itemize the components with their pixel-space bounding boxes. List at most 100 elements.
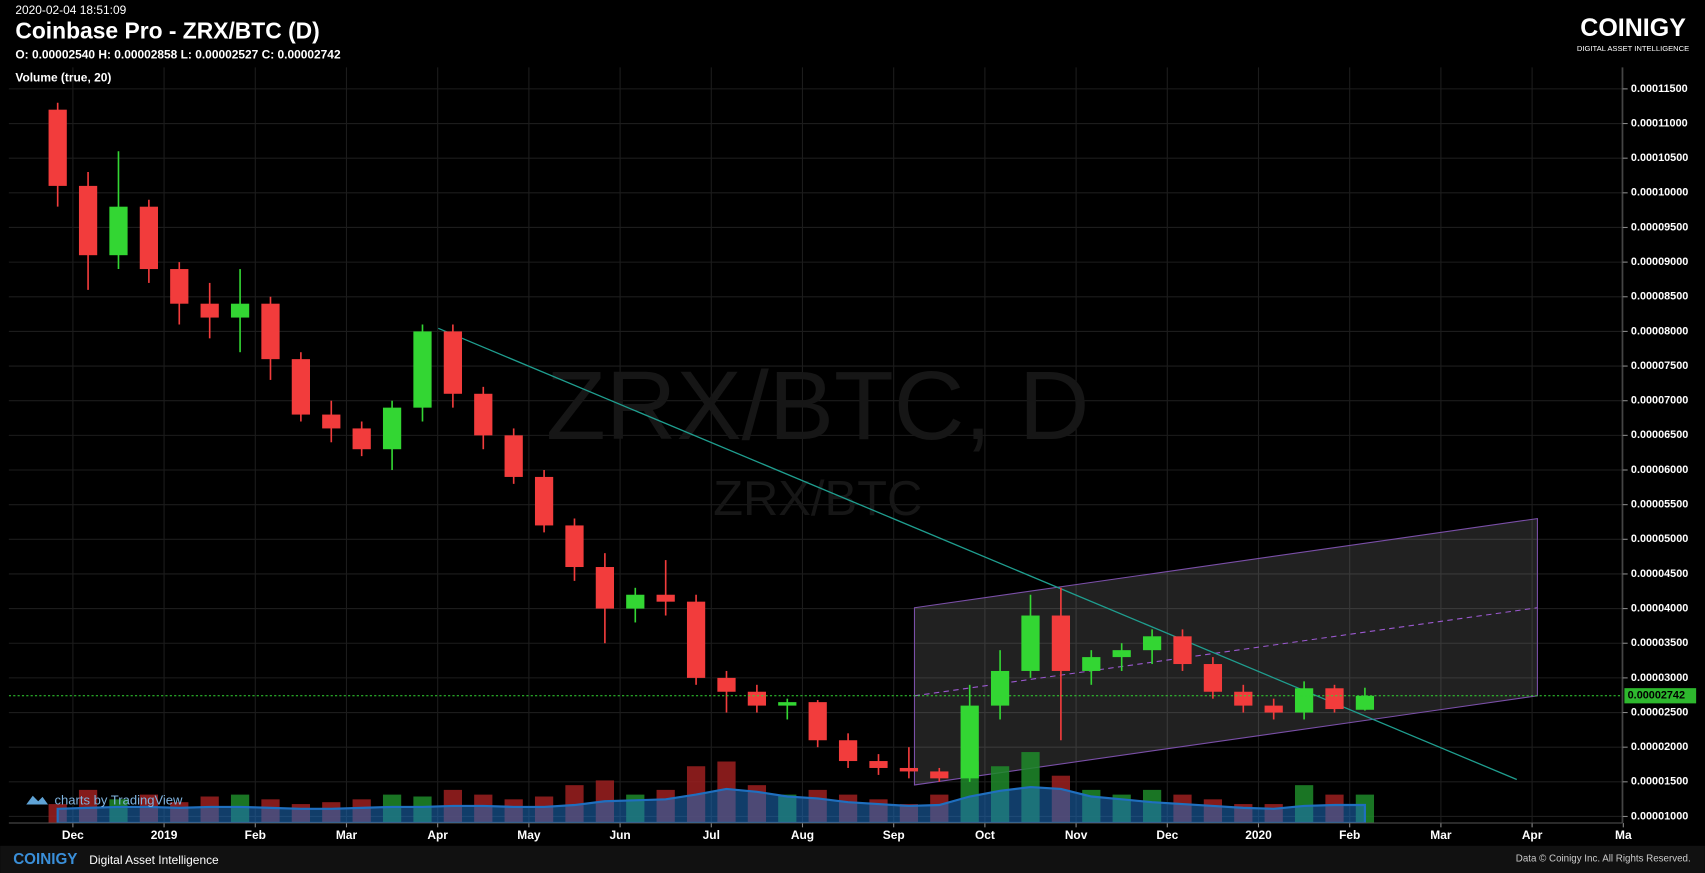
candle-body xyxy=(808,702,827,741)
footer-tagline: Digital Asset Intelligence xyxy=(89,853,219,867)
candle-body xyxy=(869,761,888,768)
x-tick-label: Feb xyxy=(245,828,266,842)
footer-band xyxy=(0,845,1705,873)
credit[interactable]: charts by TradingView xyxy=(55,793,184,808)
x-tick-label: Oct xyxy=(975,828,995,842)
candle-body xyxy=(534,476,554,526)
candle-body xyxy=(1021,615,1040,671)
copyright: Data © Coinigy Inc. All Rights Reserved. xyxy=(1516,853,1691,864)
candle-body xyxy=(595,567,615,609)
candle-body xyxy=(1082,657,1101,671)
candle-body xyxy=(504,435,523,477)
candle-body xyxy=(656,594,675,602)
candle-body xyxy=(352,428,371,450)
y-tick-label: 0.00010000 xyxy=(1631,187,1688,199)
logo: COINIGY xyxy=(1580,14,1686,42)
candle-body xyxy=(990,670,1010,706)
tradingview-icon xyxy=(26,795,48,805)
footer-logo: COINIGY xyxy=(13,851,77,868)
y-tick-label: 0.00006500 xyxy=(1631,429,1688,441)
x-tick-label: Mar xyxy=(1430,828,1452,842)
candle-body xyxy=(1234,691,1253,706)
y-tick-label: 0.00003000 xyxy=(1631,672,1688,684)
watermark-sub: ZRX/BTC xyxy=(713,472,922,526)
candle-body xyxy=(838,740,858,762)
y-tick-label: 0.00009500 xyxy=(1631,221,1688,233)
candle-body xyxy=(413,331,432,408)
x-tick-label: Nov xyxy=(1065,828,1088,842)
candle-body xyxy=(261,303,280,360)
x-tick-label: Dec xyxy=(62,828,84,842)
candle-body xyxy=(1355,695,1375,710)
channel-midline xyxy=(914,607,1538,697)
candle-body xyxy=(899,767,919,772)
candle-body xyxy=(230,303,250,318)
y-tick-label: 0.00007500 xyxy=(1631,360,1688,372)
y-tick-label: 0.00010500 xyxy=(1631,152,1688,164)
candle-body xyxy=(1051,615,1071,671)
candle-body xyxy=(747,691,767,706)
last-price-label: 0.00002742 xyxy=(1628,690,1685,702)
candle-body xyxy=(382,407,402,450)
axes: 0.00001000 0.00001500 0.00002000 0.00002500… xyxy=(62,83,1697,842)
candles xyxy=(8,102,1623,782)
y-tick-label: 0.00008500 xyxy=(1631,291,1688,303)
watermark: ZRX/BTC, D xyxy=(546,350,1090,460)
y-tick-label: 0.00007000 xyxy=(1631,395,1688,407)
y-tick-label: 0.00003500 xyxy=(1631,637,1688,649)
candle-body xyxy=(1264,705,1283,713)
x-tick-label: Jul xyxy=(703,828,720,842)
x-tick-label: Jun xyxy=(609,828,630,842)
candle-body xyxy=(474,393,493,436)
y-tick-label: 0.00009000 xyxy=(1631,256,1688,268)
candle-body xyxy=(1112,650,1131,658)
y-tick-label: 0.00002500 xyxy=(1631,706,1688,718)
y-tick-label: 0.00005500 xyxy=(1631,499,1688,511)
y-tick-label: 0.00005000 xyxy=(1631,533,1688,545)
grid xyxy=(8,67,1624,823)
y-tick-label: 0.00004000 xyxy=(1631,602,1688,614)
candle-body xyxy=(1294,688,1314,713)
candle-body xyxy=(1173,636,1192,665)
title: Coinbase Pro - ZRX/BTC (D) xyxy=(15,18,319,44)
y-tick-label: 0.00011500 xyxy=(1631,83,1688,95)
x-tick-label: 2019 xyxy=(151,828,178,842)
candle-body xyxy=(686,601,706,678)
last-price-box xyxy=(1624,688,1697,704)
candle-body xyxy=(48,109,67,186)
x-tick-label: 2020 xyxy=(1245,828,1272,842)
candle-body xyxy=(930,771,949,779)
x-tick-label: Mar xyxy=(336,828,358,842)
y-tick-label: 0.00001000 xyxy=(1631,810,1688,822)
candle-body xyxy=(78,185,98,256)
candle-body xyxy=(443,331,463,394)
candle-body xyxy=(626,594,645,609)
x-tick-label: Ma xyxy=(1615,828,1632,842)
volume-pane xyxy=(48,752,1375,823)
x-tick-label: Aug xyxy=(791,828,814,842)
volume-ma-area xyxy=(56,785,1366,823)
x-tick-label: May xyxy=(517,828,541,842)
y-tick-label: 0.00001500 xyxy=(1631,776,1688,788)
candle-body xyxy=(717,677,736,692)
candle-body xyxy=(200,303,219,318)
timestamp: 2020-02-04 18:51:09 xyxy=(15,3,126,17)
x-tick-label: Sep xyxy=(883,828,905,842)
x-tick-label: Apr xyxy=(427,828,448,842)
candle-body xyxy=(291,359,311,415)
y-tick-label: 0.00004500 xyxy=(1631,568,1688,580)
candle-body xyxy=(1325,688,1344,710)
y-tick-label: 0.00008000 xyxy=(1631,325,1688,337)
ohlc-readout: O: 0.00002540 H: 0.00002858 L: 0.0000252… xyxy=(15,48,341,62)
candle-body xyxy=(1142,636,1162,651)
candle-body xyxy=(565,525,584,568)
candle-body xyxy=(778,702,797,706)
candle-body xyxy=(109,206,128,256)
candle-body xyxy=(1203,664,1223,692)
candle-body xyxy=(170,269,189,304)
y-tick-label: 0.00006000 xyxy=(1631,464,1688,476)
x-tick-label: Dec xyxy=(1156,828,1178,842)
